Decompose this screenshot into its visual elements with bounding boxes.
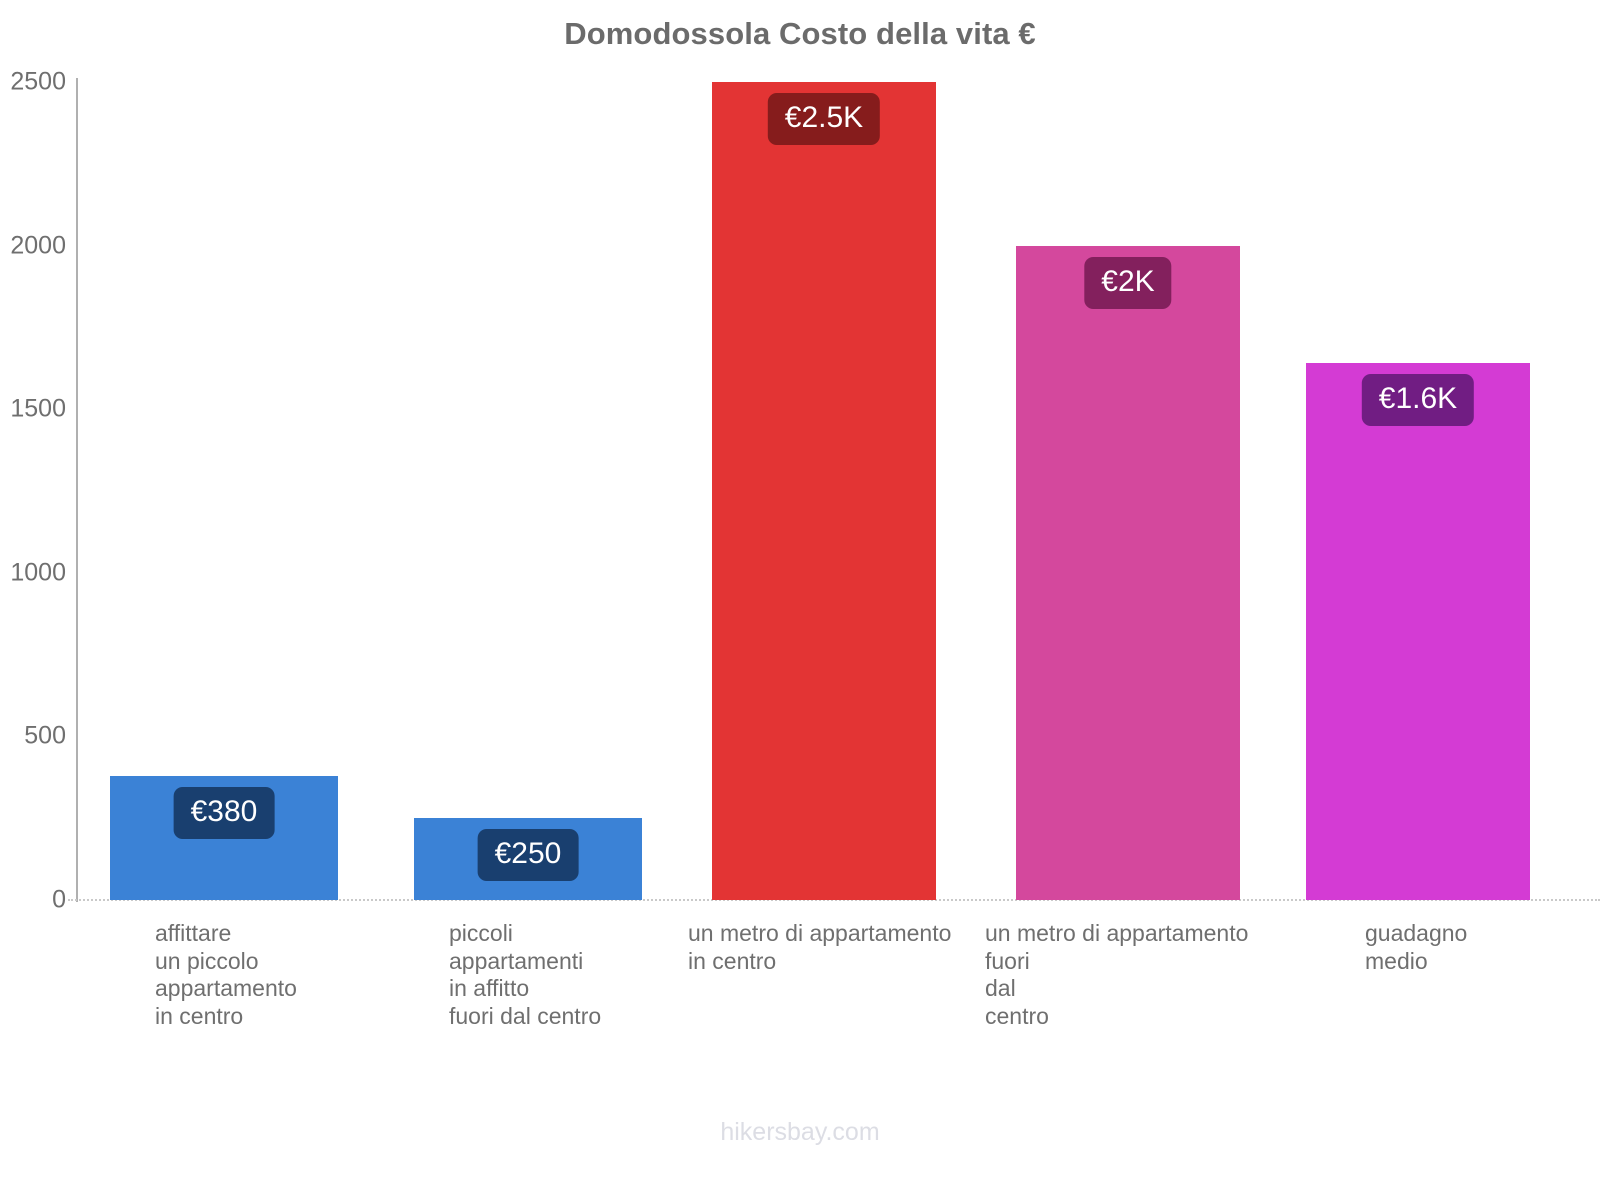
bar[interactable] — [712, 82, 936, 900]
x-axis-tick-label: affittare un piccolo appartamento in cen… — [155, 920, 297, 1029]
x-axis-baseline — [68, 899, 1600, 901]
x-axis-tick-label: guadagno medio — [1365, 920, 1468, 974]
plot-area — [77, 82, 1600, 900]
bar-value-label: €2K — [1084, 256, 1172, 309]
y-axis-line — [76, 78, 78, 902]
y-axis-tick-label: 1500 — [10, 394, 66, 423]
bar[interactable] — [1016, 245, 1240, 900]
bar-value-label: €380 — [173, 786, 275, 839]
x-axis-tick-label: un metro di appartamento in centro — [688, 920, 952, 974]
watermark: hikersbay.com — [720, 1118, 880, 1146]
y-axis-tick-label: 1000 — [10, 558, 66, 587]
y-axis-tick-label: 0 — [52, 885, 66, 914]
bar-value-label: €2.5K — [767, 93, 881, 145]
chart-title: Domodossola Costo della vita € — [564, 16, 1036, 51]
y-axis-tick-label: 2500 — [10, 67, 66, 96]
bar-value-label: €1.6K — [1361, 374, 1475, 427]
x-axis-tick-label: un metro di appartamento fuori dal centr… — [985, 920, 1249, 1029]
bar[interactable] — [1306, 363, 1530, 900]
bar-value-label: €250 — [477, 829, 579, 882]
y-axis-tick-label: 500 — [24, 721, 66, 750]
y-axis-tick-label: 2000 — [10, 231, 66, 260]
x-axis-tick-label: piccoli appartamenti in affitto fuori da… — [449, 920, 602, 1029]
